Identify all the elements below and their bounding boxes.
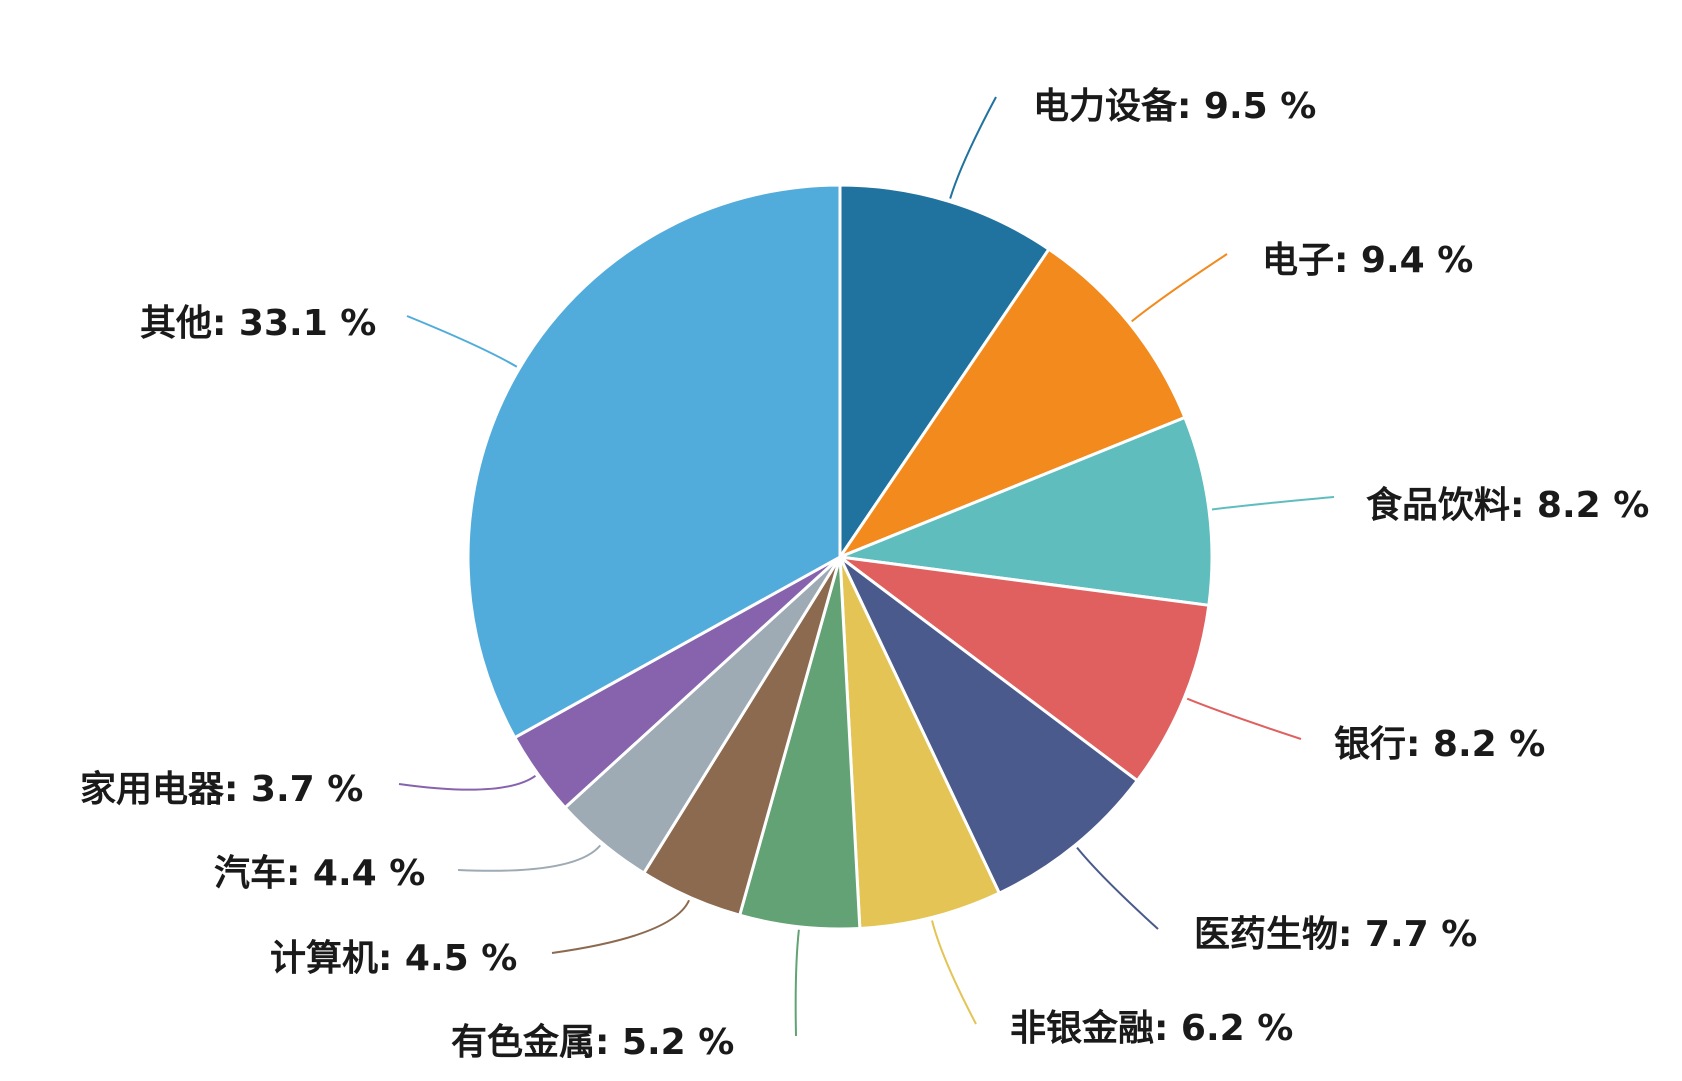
pie-slice <box>466 183 842 740</box>
leader-line <box>949 96 997 199</box>
leader-line <box>794 929 800 1037</box>
slice-label: 非银金融: 6.2 % <box>1010 1007 1293 1049</box>
slices-layer <box>466 183 1214 931</box>
leader-line <box>398 774 537 791</box>
slice-label: 其他: 33.1 % <box>140 303 376 344</box>
slice-label: 有色金属: 5.2 % <box>451 1021 734 1063</box>
slice-label: 汽车: 4.4 % <box>214 853 425 894</box>
pie-slice <box>838 555 1139 895</box>
slice-label: 电子: 9.4 % <box>1262 240 1473 281</box>
pie-slice <box>838 183 1051 559</box>
slice-label: 医药生物: 7.7 % <box>1194 914 1477 955</box>
leader-line <box>1131 253 1228 323</box>
labels-layer: 电力设备: 9.5 % 电子: 9.4 % 食品饮料: 8.2 % 银行: 8.2 %… <box>80 86 1649 1063</box>
leader-line <box>1211 496 1335 511</box>
leader-line <box>457 844 602 872</box>
leader-line <box>1076 846 1159 930</box>
leader-lines-layer <box>398 96 1335 1037</box>
pie-slice <box>838 555 1211 783</box>
pie-slice <box>838 247 1187 559</box>
leader-line <box>406 315 518 368</box>
pie-slice <box>838 415 1214 607</box>
leader-line <box>1186 697 1302 740</box>
leader-line <box>931 920 977 1025</box>
slice-label: 家用电器: 3.7 % <box>80 769 363 810</box>
leader-line <box>551 899 690 954</box>
slice-label: 计算机: 4.5 % <box>270 938 517 979</box>
slice-label: 银行: 8.2 % <box>1334 724 1545 765</box>
slice-label: 食品饮料: 8.2 % <box>1366 485 1649 526</box>
pie-slice <box>838 555 1001 930</box>
slice-label: 电力设备: 9.5 % <box>1033 86 1316 127</box>
